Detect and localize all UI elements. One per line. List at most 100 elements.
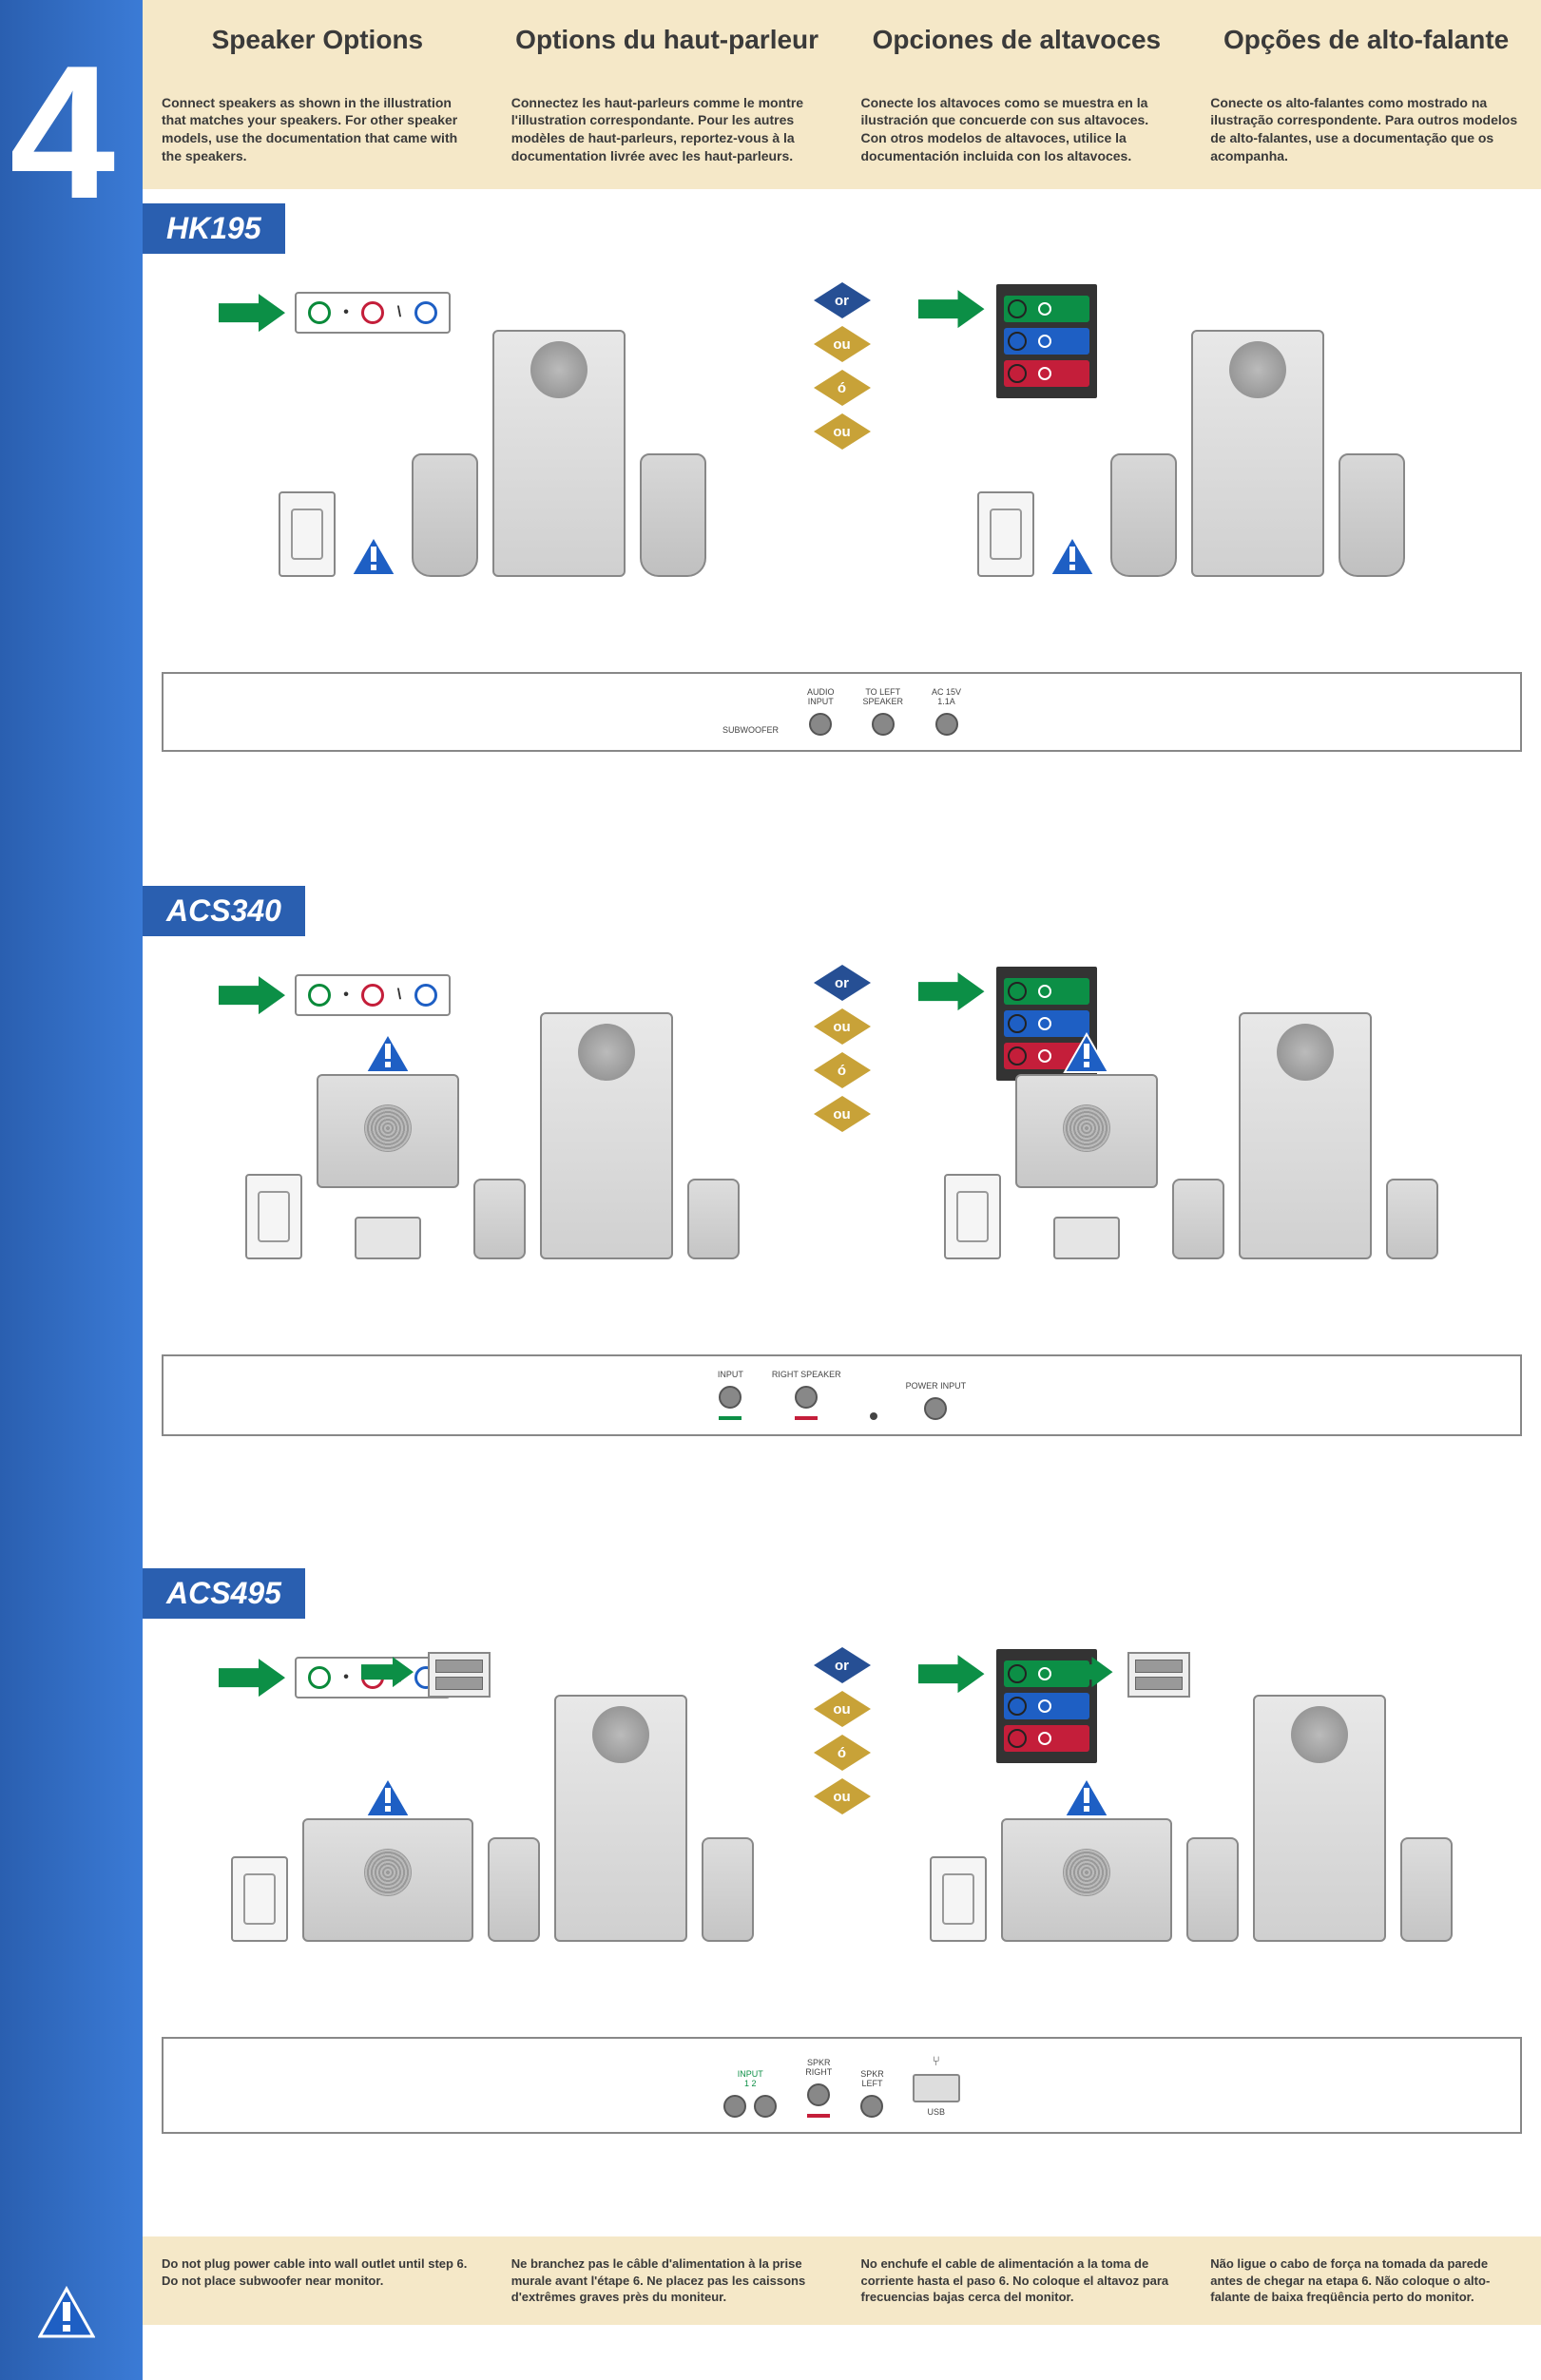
line-in-icon — [1034, 1698, 1055, 1715]
usb-port-icon — [913, 2074, 960, 2102]
usb-icon: ⑂ — [933, 2053, 940, 2068]
audio-jack-green — [308, 1666, 331, 1689]
audio-card-row — [1004, 978, 1089, 1005]
header-title-en: Speaker Options — [162, 24, 473, 56]
audio-card-row — [1004, 328, 1089, 355]
footer-text-es: No enchufe el cable de alimentación a la… — [861, 2255, 1173, 2306]
green-arrow-icon — [219, 294, 285, 332]
or-diamond: ou — [814, 1778, 871, 1814]
speaker-right — [1339, 453, 1405, 577]
green-arrow-icon — [219, 1659, 285, 1697]
equipment-layout — [861, 1012, 1523, 1259]
speaker-left — [412, 453, 478, 577]
computer-tower — [1253, 1695, 1386, 1942]
audio-jack-blue — [414, 301, 437, 324]
satellite-speaker-left — [488, 1837, 540, 1942]
step-sidebar: 4 — [0, 0, 143, 2380]
or-diamond: ó — [814, 1735, 871, 1771]
connector-port-icon — [719, 1386, 742, 1409]
or-label: ou — [833, 1789, 850, 1805]
computer-tower — [554, 1695, 687, 1942]
warning-icon — [1063, 1776, 1110, 1818]
diagram-variant-right — [861, 1638, 1523, 2018]
usb-port-icon — [1135, 1660, 1183, 1673]
header-text-pt: Conecte os alto-falantes como mostrado n… — [1210, 94, 1522, 166]
computer-tower — [540, 1012, 673, 1259]
connector-usb: ⑂ USB — [913, 2053, 960, 2118]
page: 4 Speaker Options Options du haut-parleu… — [0, 0, 1541, 2380]
or-label: ó — [838, 380, 846, 396]
warning-icon — [364, 1032, 412, 1074]
green-arrow-icon — [918, 1655, 985, 1693]
audio-jack-red — [361, 301, 384, 324]
audio-port-icon — [1008, 982, 1027, 1001]
section-label: ACS495 — [143, 1568, 305, 1619]
or-diamond: ou — [814, 326, 871, 362]
connector-port-icon — [754, 2095, 777, 2118]
speaker-out-icon — [1034, 300, 1055, 317]
or-label: or — [835, 293, 849, 309]
or-label: or — [835, 975, 849, 991]
subwoofer — [1001, 1818, 1172, 1942]
main-content: Speaker Options Options du haut-parleur … — [143, 0, 1541, 2380]
audio-jack-green — [308, 984, 331, 1007]
line-in-icon — [1034, 333, 1055, 350]
footer-text-fr: Ne branchez pas le câble d'alimentation … — [511, 2255, 823, 2306]
or-diamond: ou — [814, 1008, 871, 1045]
audio-card-row — [1004, 1725, 1089, 1752]
or-divider-stack: or ou ó ou — [814, 1647, 871, 1814]
section-label: ACS340 — [143, 886, 305, 936]
green-arrow-icon — [918, 972, 985, 1010]
connector-port: SPKR RIGHT — [805, 2059, 832, 2118]
wall-outlet — [977, 491, 1034, 577]
subwoofer — [317, 1074, 459, 1188]
or-label: or — [835, 1658, 849, 1674]
satellite-speaker-right — [687, 1179, 740, 1259]
audio-card-row — [1004, 360, 1089, 387]
audio-jack-blue — [414, 984, 437, 1007]
connector-port-icon — [809, 713, 832, 736]
or-label: ó — [838, 1063, 846, 1079]
audio-port-icon — [1008, 364, 1027, 383]
warning-icon — [1049, 535, 1096, 577]
section-ACS340: ACS340 or ou ó ou — [143, 872, 1541, 1554]
mic-icon — [1034, 1047, 1055, 1065]
footer-text-pt: Não ligue o cabo de força na tomada da p… — [1210, 2255, 1522, 2306]
or-diamond: or — [814, 282, 871, 318]
header-titles-row: Speaker Options Options du haut-parleur … — [143, 0, 1541, 80]
connector-box: INPUT 1 2 SPKR RIGHT SPKR LEFT ⑂ USB — [162, 2037, 1522, 2134]
connector-port-icon — [723, 2095, 746, 2118]
power-adapter — [355, 1217, 421, 1259]
audio-jack-red — [361, 984, 384, 1007]
header-text-fr: Connectez les haut-parleurs comme le mon… — [511, 94, 823, 166]
connector-port-icon — [935, 713, 958, 736]
green-arrow-icon — [918, 290, 985, 328]
header-text-en: Connect speakers as shown in the illustr… — [162, 94, 473, 166]
satellite-speaker-left — [1186, 1837, 1239, 1942]
or-divider-stack: or ou ó ou — [814, 965, 871, 1132]
equipment-layout — [162, 1695, 823, 1942]
usb-port-icon — [435, 1677, 483, 1690]
jack-panel: • \ — [295, 292, 451, 334]
audio-card-panel — [994, 282, 1099, 400]
or-diamond: ó — [814, 1052, 871, 1088]
audio-jack-green — [308, 301, 331, 324]
warning-icon — [350, 535, 397, 577]
jack-separator-icon: • — [338, 1666, 354, 1689]
jack-separator-icon: • — [338, 984, 354, 1007]
wall-outlet — [245, 1174, 302, 1259]
speaker-left — [1110, 453, 1177, 577]
satellite-speaker-right — [1400, 1837, 1453, 1942]
footer-row: Do not plug power cable into wall outlet… — [143, 2236, 1541, 2325]
audio-port-icon — [1008, 1697, 1027, 1716]
power-adapter — [1053, 1217, 1120, 1259]
diagram-variant-left: • \ — [162, 955, 823, 1335]
connector-dot — [870, 1412, 877, 1420]
speaker-out-icon — [1034, 1665, 1055, 1682]
usb-port-icon — [435, 1660, 483, 1673]
header-title-es: Opciones de altavoces — [861, 24, 1173, 56]
wall-outlet — [231, 1856, 288, 1942]
connector-port: SPKR LEFT — [860, 2070, 884, 2118]
connector-label: SUBWOOFER — [722, 726, 779, 736]
usb-panel — [428, 1652, 491, 1698]
